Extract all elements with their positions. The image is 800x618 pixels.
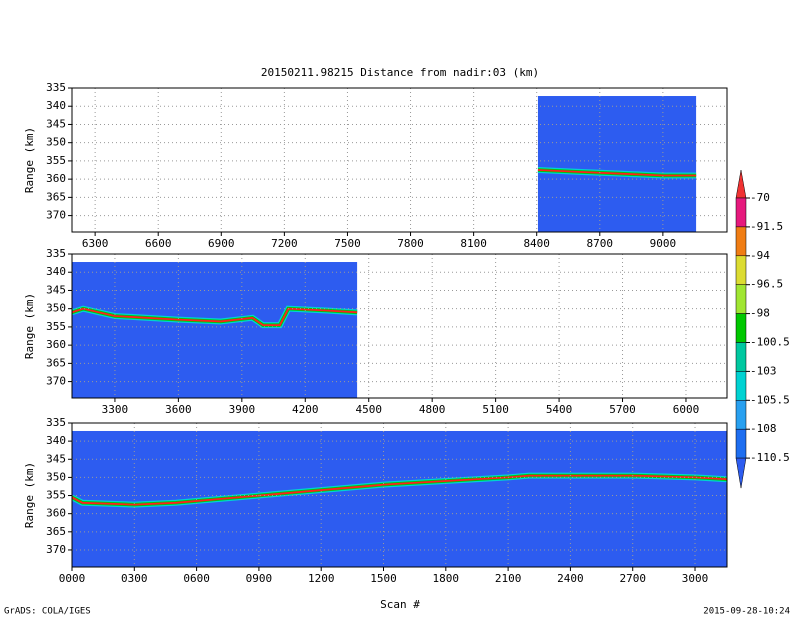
- x-tick-label: 6300: [82, 237, 109, 250]
- y-tick-label: 335: [46, 81, 66, 94]
- x-tick-label: 4800: [419, 403, 446, 416]
- x-tick-label: 3600: [165, 403, 192, 416]
- x-tick-label: 0600: [183, 572, 210, 585]
- x-tick-label: 0000: [59, 572, 86, 585]
- colorbar-box: [735, 284, 747, 314]
- colorbar-label: -110.5: [750, 451, 790, 464]
- colorbar-label: -94: [750, 249, 770, 262]
- colorbar-label: -96.5: [750, 278, 783, 291]
- surface-echo: [72, 307, 358, 326]
- x-tick-label: 6000: [673, 403, 700, 416]
- colorbar-box: [735, 226, 747, 257]
- y-tick-label: 335: [46, 416, 66, 429]
- y-tick-label: 370: [46, 543, 66, 556]
- y-tick-label: 340: [46, 265, 66, 278]
- y-tick-label: 370: [46, 209, 66, 222]
- x-tick-label: 0300: [121, 572, 148, 585]
- colorbar-label: -103: [750, 364, 777, 377]
- colorbar-cap: [735, 457, 747, 489]
- y-tick-label: 350: [46, 136, 66, 149]
- colorbar-label: -98: [750, 307, 770, 320]
- y-tick-label: 340: [46, 99, 66, 112]
- surface-echo: [72, 474, 727, 506]
- x-tick-label: 7200: [271, 237, 298, 250]
- x-tick-label: 9000: [650, 237, 677, 250]
- colorbar-box: [735, 197, 747, 228]
- colorbar-label: -70: [750, 191, 770, 204]
- x-tick-label: 7500: [334, 237, 361, 250]
- y-axis-label: Range (km): [23, 462, 36, 528]
- x-tick-label: 8700: [587, 237, 614, 250]
- x-tick-label: 6600: [145, 237, 172, 250]
- data-region: [72, 430, 727, 567]
- x-tick-label: 4500: [355, 403, 382, 416]
- colorbar-label: -100.5: [750, 336, 790, 349]
- colorbar-cap: [735, 169, 747, 199]
- plot-frame: [71, 253, 728, 399]
- footer-right: 2015-09-28-10:24: [703, 607, 790, 617]
- plot-area: [72, 430, 727, 567]
- colorbar-label: -91.5: [750, 220, 783, 233]
- y-tick-label: 355: [46, 320, 66, 333]
- data-region: [537, 96, 697, 232]
- colorbar-box: [735, 400, 747, 430]
- x-tick-label: 3000: [682, 572, 709, 585]
- colorbar-label: -108: [750, 422, 777, 435]
- x-tick-label: 3300: [102, 403, 129, 416]
- y-tick-label: 365: [46, 525, 66, 538]
- data-region: [72, 262, 358, 398]
- x-tick-label: 8100: [460, 237, 487, 250]
- x-tick-label: 8400: [523, 237, 550, 250]
- x-tick-label: 1500: [370, 572, 397, 585]
- y-tick-label: 340: [46, 434, 66, 447]
- y-tick-label: 360: [46, 338, 66, 351]
- x-tick-label: 5700: [609, 403, 636, 416]
- colorbar-box: [735, 313, 747, 343]
- x-tick-label: 7800: [397, 237, 424, 250]
- y-tick-label: 345: [46, 117, 66, 130]
- plot-frame: [71, 422, 728, 568]
- y-tick-label: 345: [46, 283, 66, 296]
- footer-left: GrADS: COLA/IGES: [4, 607, 91, 617]
- colorbar-box: [735, 255, 747, 285]
- x-tick-label: 6900: [208, 237, 235, 250]
- x-axis-label: Scan #: [380, 598, 420, 611]
- y-axis-label: Range (km): [23, 293, 36, 359]
- y-tick-label: 335: [46, 247, 66, 260]
- y-tick-label: 355: [46, 154, 66, 167]
- plot-area: [537, 96, 697, 232]
- plot-area: [72, 262, 358, 398]
- y-tick-label: 350: [46, 470, 66, 483]
- x-tick-label: 4200: [292, 403, 319, 416]
- y-tick-label: 350: [46, 302, 66, 315]
- y-axis-label: Range (km): [23, 127, 36, 193]
- x-tick-label: 5100: [482, 403, 509, 416]
- plot-frame: [71, 87, 728, 233]
- y-tick-label: 370: [46, 375, 66, 388]
- x-tick-label: 2700: [619, 572, 646, 585]
- x-tick-label: 0900: [246, 572, 273, 585]
- y-tick-label: 365: [46, 356, 66, 369]
- colorbar-box: [735, 371, 747, 401]
- y-tick-label: 360: [46, 172, 66, 185]
- y-tick-label: 355: [46, 489, 66, 502]
- y-tick-label: 345: [46, 452, 66, 465]
- colorbar-box: [735, 428, 747, 459]
- x-tick-label: 3900: [229, 403, 256, 416]
- x-tick-label: 1200: [308, 572, 335, 585]
- y-tick-label: 360: [46, 507, 66, 520]
- surface-echo: [537, 169, 697, 177]
- colorbar-label: -105.5: [750, 393, 790, 406]
- x-tick-label: 2100: [495, 572, 522, 585]
- chart-title: 20150211.98215 Distance from nadir:03 (k…: [261, 66, 539, 79]
- y-tick-label: 365: [46, 190, 66, 203]
- x-tick-label: 2400: [557, 572, 584, 585]
- colorbar-box: [735, 342, 747, 372]
- x-tick-label: 1800: [433, 572, 460, 585]
- x-tick-label: 5400: [546, 403, 573, 416]
